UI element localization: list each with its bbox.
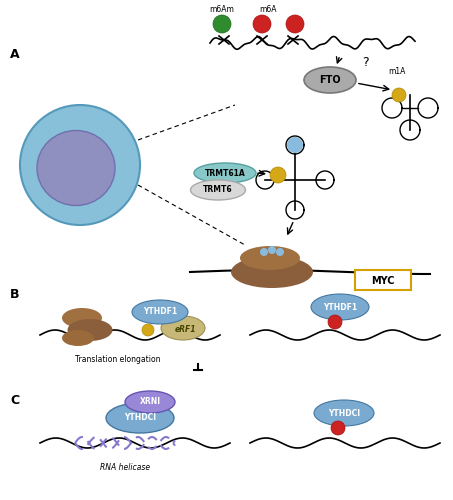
Text: RNA helicase: RNA helicase: [100, 464, 150, 472]
Text: Translation elongation: Translation elongation: [75, 356, 161, 364]
Ellipse shape: [231, 256, 313, 288]
Text: m6A: m6A: [259, 6, 277, 15]
Circle shape: [213, 15, 231, 33]
Ellipse shape: [132, 300, 188, 324]
Circle shape: [268, 246, 276, 254]
Ellipse shape: [37, 130, 115, 206]
Text: YTHDCI: YTHDCI: [328, 408, 360, 418]
Text: FTO: FTO: [319, 75, 341, 85]
Text: YTHDCI: YTHDCI: [124, 414, 156, 422]
Text: A: A: [10, 48, 19, 62]
Ellipse shape: [62, 308, 102, 328]
Circle shape: [260, 248, 268, 256]
Text: XRNI: XRNI: [140, 398, 160, 406]
Text: MYC: MYC: [371, 276, 395, 286]
Text: m1A: m1A: [388, 68, 405, 76]
Text: B: B: [10, 288, 19, 302]
Ellipse shape: [314, 400, 374, 426]
Circle shape: [392, 88, 406, 102]
Ellipse shape: [161, 316, 205, 340]
Text: eRF1: eRF1: [174, 324, 196, 334]
Ellipse shape: [125, 391, 175, 413]
Text: ?: ?: [361, 56, 368, 68]
Circle shape: [286, 15, 304, 33]
Circle shape: [328, 315, 342, 329]
Circle shape: [253, 15, 271, 33]
Ellipse shape: [191, 180, 246, 200]
Circle shape: [270, 167, 286, 183]
Ellipse shape: [67, 319, 112, 341]
Ellipse shape: [311, 294, 369, 320]
Text: YTHDF1: YTHDF1: [143, 308, 177, 316]
Text: m6Am: m6Am: [210, 6, 235, 15]
Ellipse shape: [20, 105, 140, 225]
Text: C: C: [10, 394, 19, 406]
Ellipse shape: [106, 403, 174, 433]
Circle shape: [331, 421, 345, 435]
Ellipse shape: [304, 67, 356, 93]
Circle shape: [142, 324, 154, 336]
FancyBboxPatch shape: [355, 270, 411, 290]
Ellipse shape: [194, 163, 256, 183]
Circle shape: [287, 137, 303, 153]
Text: TRMT6: TRMT6: [203, 186, 233, 194]
Text: TRMT61A: TRMT61A: [205, 168, 246, 177]
Ellipse shape: [62, 330, 94, 346]
Circle shape: [276, 248, 284, 256]
Text: YTHDF1: YTHDF1: [323, 302, 357, 312]
Ellipse shape: [240, 246, 300, 270]
